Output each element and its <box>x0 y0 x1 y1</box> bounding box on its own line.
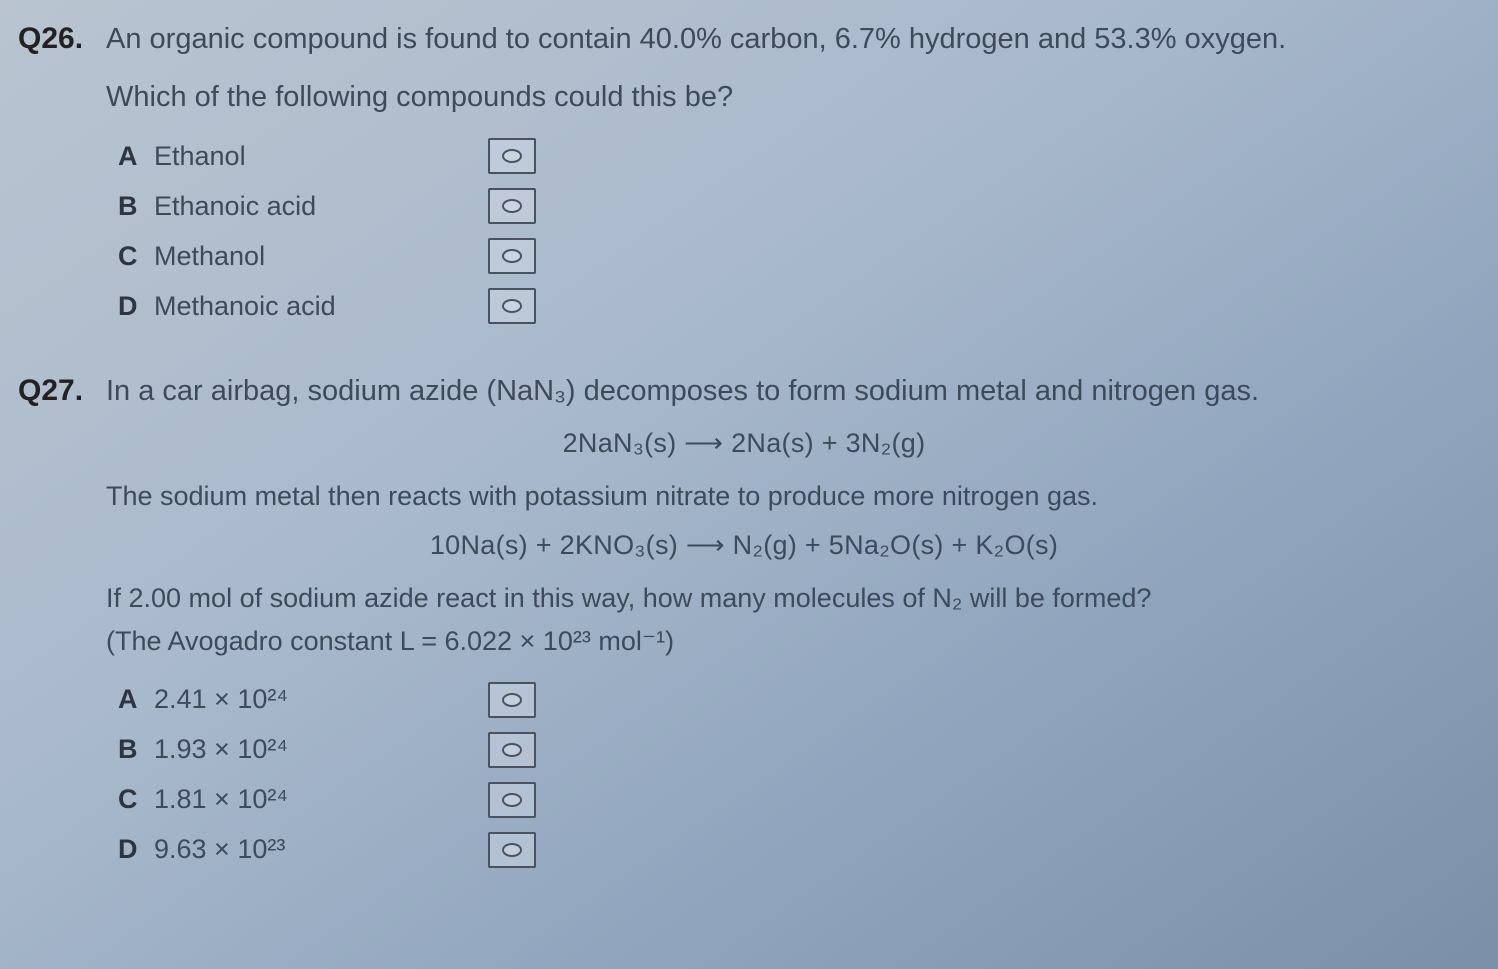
radio-circle-icon <box>502 843 522 857</box>
q27-heading: Q27. In a car airbag, sodium azide (NaN₃… <box>18 370 1470 412</box>
option-letter: D <box>118 834 154 865</box>
q26-option-a: A Ethanol <box>118 138 1470 174</box>
option-radio-box[interactable] <box>488 732 536 768</box>
option-radio-box[interactable] <box>488 832 536 868</box>
q26-options: A Ethanol B Ethanoic acid C Methanol D M… <box>118 138 1470 324</box>
option-label: 9.63 × 10²³ <box>154 834 484 865</box>
radio-circle-icon <box>502 199 522 213</box>
q27-number: Q27. <box>18 374 96 408</box>
radio-circle-icon <box>502 249 522 263</box>
q27-subtext-2: If 2.00 mol of sodium azide react in thi… <box>106 579 1470 618</box>
option-letter: B <box>118 191 154 222</box>
question-27: Q27. In a car airbag, sodium azide (NaN₃… <box>18 370 1470 867</box>
q26-prompt-2: Which of the following compounds could t… <box>106 76 1470 118</box>
option-letter: D <box>118 291 154 322</box>
q27-subtext-3: (The Avogadro constant L = 6.022 × 10²³ … <box>106 622 1470 661</box>
option-letter: B <box>118 734 154 765</box>
option-label: 1.93 × 10²⁴ <box>154 734 484 765</box>
option-radio-box[interactable] <box>488 288 536 324</box>
q26-option-b: B Ethanoic acid <box>118 188 1470 224</box>
option-label: 1.81 × 10²⁴ <box>154 784 484 815</box>
q27-prompt-1: In a car airbag, sodium azide (NaN₃) dec… <box>106 370 1259 412</box>
radio-circle-icon <box>502 743 522 757</box>
q26-number: Q26. <box>18 22 96 56</box>
q27-option-a: A 2.41 × 10²⁴ <box>118 682 1470 718</box>
radio-circle-icon <box>502 149 522 163</box>
option-label: Methanoic acid <box>154 291 484 322</box>
q27-option-b: B 1.93 × 10²⁴ <box>118 732 1470 768</box>
option-letter: C <box>118 241 154 272</box>
page: Q26. An organic compound is found to con… <box>0 0 1498 932</box>
q27-option-d: D 9.63 × 10²³ <box>118 832 1470 868</box>
q27-equation-2: 10Na(s) + 2KNO₃(s) ⟶ N₂(g) + 5Na₂O(s) + … <box>18 530 1470 561</box>
option-label: Ethanoic acid <box>154 191 484 222</box>
q27-equation-1: 2NaN₃(s) ⟶ 2Na(s) + 3N₂(g) <box>18 428 1470 459</box>
option-label: Ethanol <box>154 141 484 172</box>
q26-option-d: D Methanoic acid <box>118 288 1470 324</box>
radio-circle-icon <box>502 793 522 807</box>
option-label: Methanol <box>154 241 484 272</box>
option-radio-box[interactable] <box>488 682 536 718</box>
q26-heading: Q26. An organic compound is found to con… <box>18 18 1470 60</box>
option-letter: A <box>118 684 154 715</box>
option-radio-box[interactable] <box>488 138 536 174</box>
option-radio-box[interactable] <box>488 188 536 224</box>
radio-circle-icon <box>502 299 522 313</box>
radio-circle-icon <box>502 693 522 707</box>
option-letter: C <box>118 784 154 815</box>
q26-prompt-1: An organic compound is found to contain … <box>106 18 1286 60</box>
option-label: 2.41 × 10²⁴ <box>154 684 484 715</box>
option-letter: A <box>118 141 154 172</box>
q27-option-c: C 1.81 × 10²⁴ <box>118 782 1470 818</box>
q26-option-c: C Methanol <box>118 238 1470 274</box>
option-radio-box[interactable] <box>488 782 536 818</box>
question-26: Q26. An organic compound is found to con… <box>18 18 1470 324</box>
q27-options: A 2.41 × 10²⁴ B 1.93 × 10²⁴ C 1.81 × 10²… <box>118 682 1470 868</box>
q27-subtext-1: The sodium metal then reacts with potass… <box>106 477 1470 516</box>
option-radio-box[interactable] <box>488 238 536 274</box>
